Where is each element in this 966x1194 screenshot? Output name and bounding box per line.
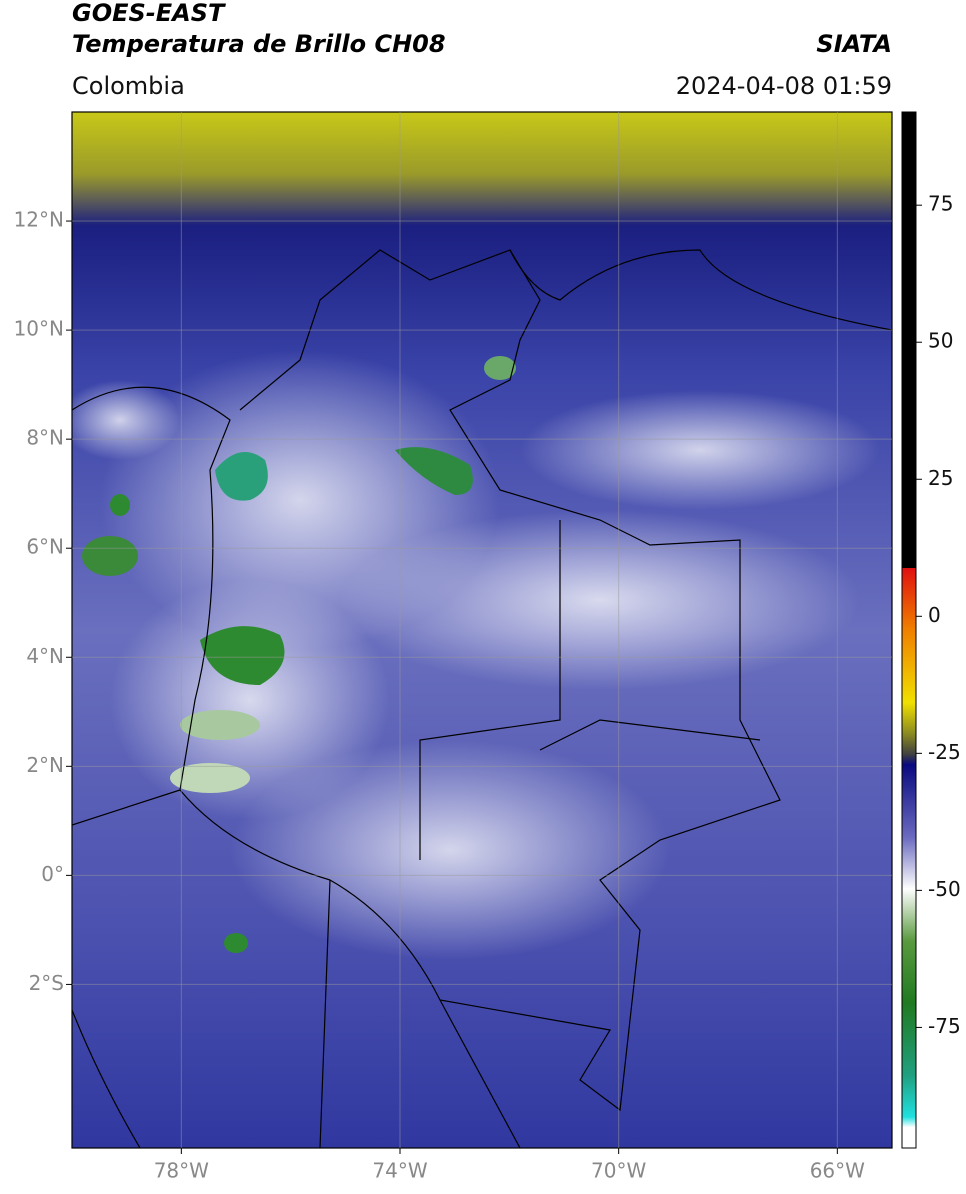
x-tick-label: 74°W bbox=[372, 1159, 427, 1183]
y-tick-label: 2°S bbox=[29, 971, 64, 995]
y-tick-label: 8°N bbox=[26, 426, 64, 450]
source: SIATA bbox=[816, 30, 892, 58]
colorbar-tick-label: -25 bbox=[928, 740, 961, 764]
y-tick-label: 2°N bbox=[26, 753, 64, 777]
y-tick-label: 6°N bbox=[26, 535, 64, 559]
map-frame bbox=[71, 111, 893, 1149]
colorbar-tick-label: -50 bbox=[928, 877, 961, 901]
y-tick-label: 0° bbox=[41, 862, 64, 886]
subtitle: Temperatura de Brillo CH08 bbox=[72, 30, 446, 58]
y-tick-label: 12°N bbox=[14, 208, 64, 232]
y-tick-label: 10°N bbox=[14, 317, 64, 341]
region: Colombia bbox=[72, 72, 185, 100]
colorbar-tick-label: 0 bbox=[928, 603, 941, 627]
x-tick-label: 78°W bbox=[154, 1159, 209, 1183]
y-tick-label: 4°N bbox=[26, 644, 64, 668]
colorbar-tick-label: -75 bbox=[928, 1014, 961, 1038]
x-tick-label: 70°W bbox=[591, 1159, 646, 1183]
colorbar-tick-label: 25 bbox=[928, 466, 953, 490]
title: GOES-EAST bbox=[72, 0, 226, 27]
x-tick-label: 66°W bbox=[810, 1159, 865, 1183]
colorbar bbox=[901, 111, 917, 1149]
timestamp: 2024-04-08 01:59 bbox=[676, 72, 892, 100]
colorbar-tick-label: 50 bbox=[928, 329, 953, 353]
colorbar-tick-label: 75 bbox=[928, 192, 953, 216]
satellite-image bbox=[72, 112, 892, 1148]
